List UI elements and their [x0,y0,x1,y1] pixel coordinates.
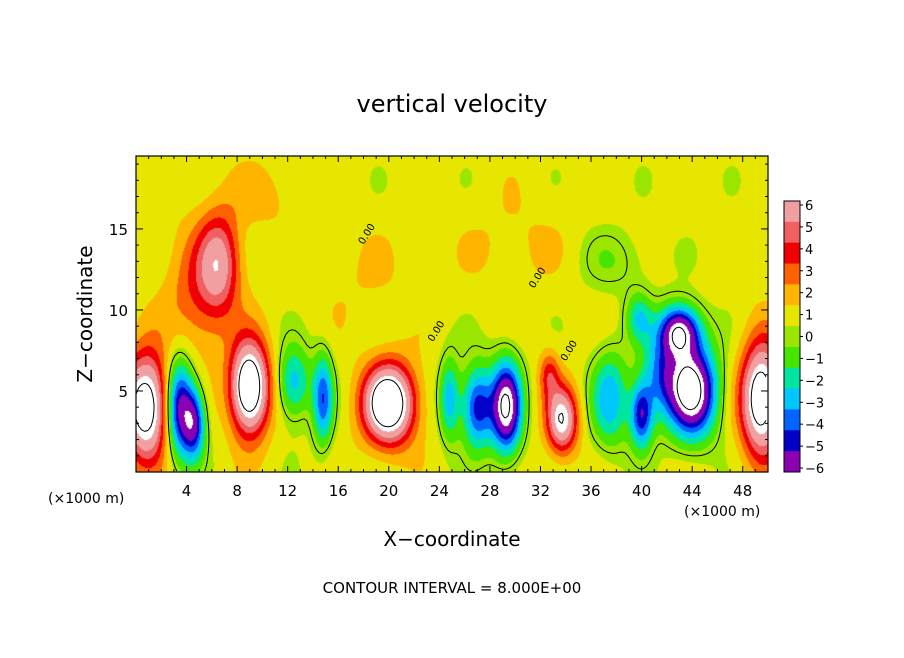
colorbar: 6 5 4 3 2 1 0 −1 −2 −3 −4 −5 −6 [783,199,824,477]
colorbar-swatch [784,346,800,369]
colorbar-label: 5 [805,221,813,236]
y-tick-label: 5 [118,383,128,401]
colorbar-label: −3 [805,396,824,411]
x-tick-label: 48 [733,482,752,500]
y-axis: 5 10 15 [109,163,768,457]
y-tick-label: 15 [109,221,128,239]
colorbar-swatch [784,367,800,390]
x-axis-title: X−coordinate [383,527,520,551]
x-tick-label: 12 [278,482,297,500]
colorbar-swatch [784,201,800,223]
y-axis-title: Z−coordinate [73,245,97,382]
x-tick-label: 40 [632,482,651,500]
x-axis: 4 8 12 16 20 24 28 32 36 40 44 48 [148,156,756,500]
colorbar-label: 4 [805,243,813,258]
chart-title: vertical velocity [357,90,548,118]
colorbar-swatch [784,388,800,410]
plot-area: 0.000.000.000.00 4 8 12 16 20 24 28 32 36 40 44 48 … [109,155,769,500]
heatmap-field [136,156,768,472]
colorbar-label: −5 [805,440,824,455]
x-tick-label: 36 [581,482,600,500]
colorbar-label: −6 [805,462,824,477]
colorbar-swatch [784,305,800,327]
colorbar-swatch [784,221,800,244]
colorbar-label: −4 [805,418,824,433]
colorbar-swatch [784,284,800,306]
x-tick-label: 32 [531,482,550,500]
contour-interval-footer: CONTOUR INTERVAL = 8.000E+00 [323,579,582,597]
colorbar-label: −2 [805,374,824,389]
colorbar-swatch [784,409,800,431]
colorbar-label: 0 [805,331,813,346]
colorbar-label: 6 [805,199,813,214]
x-tick-label: 20 [379,482,398,500]
colorbar-swatch [784,430,800,452]
contour-negative [500,326,702,419]
colorbar-swatch [784,263,800,285]
x-tick-label: 8 [232,482,242,500]
colorbar-swatch [784,326,800,348]
x-tick-label: 4 [182,482,192,500]
y-unit-label: (×1000 m) [48,491,124,507]
colorbar-swatch [784,242,800,265]
colorbar-label: 1 [805,309,813,324]
contour-zero [167,235,725,472]
x-tick-label: 44 [683,482,702,500]
x-tick-label: 28 [480,482,499,500]
x-unit-label: (×1000 m) [684,504,760,520]
x-tick-label: 24 [430,482,449,500]
colorbar-label: 3 [805,265,813,280]
colorbar-label: 2 [805,287,813,302]
y-tick-label: 10 [109,302,128,320]
colorbar-label: −1 [805,352,824,367]
contour-positive [135,359,767,432]
colorbar-swatch [784,451,800,473]
x-tick-label: 16 [329,482,348,500]
